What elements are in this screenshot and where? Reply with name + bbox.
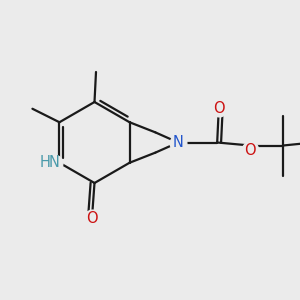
Text: N: N	[49, 155, 59, 170]
Text: H: H	[40, 155, 50, 170]
Text: O: O	[86, 211, 98, 226]
Text: N: N	[173, 135, 184, 150]
Text: O: O	[244, 142, 256, 158]
Text: O: O	[213, 100, 224, 116]
